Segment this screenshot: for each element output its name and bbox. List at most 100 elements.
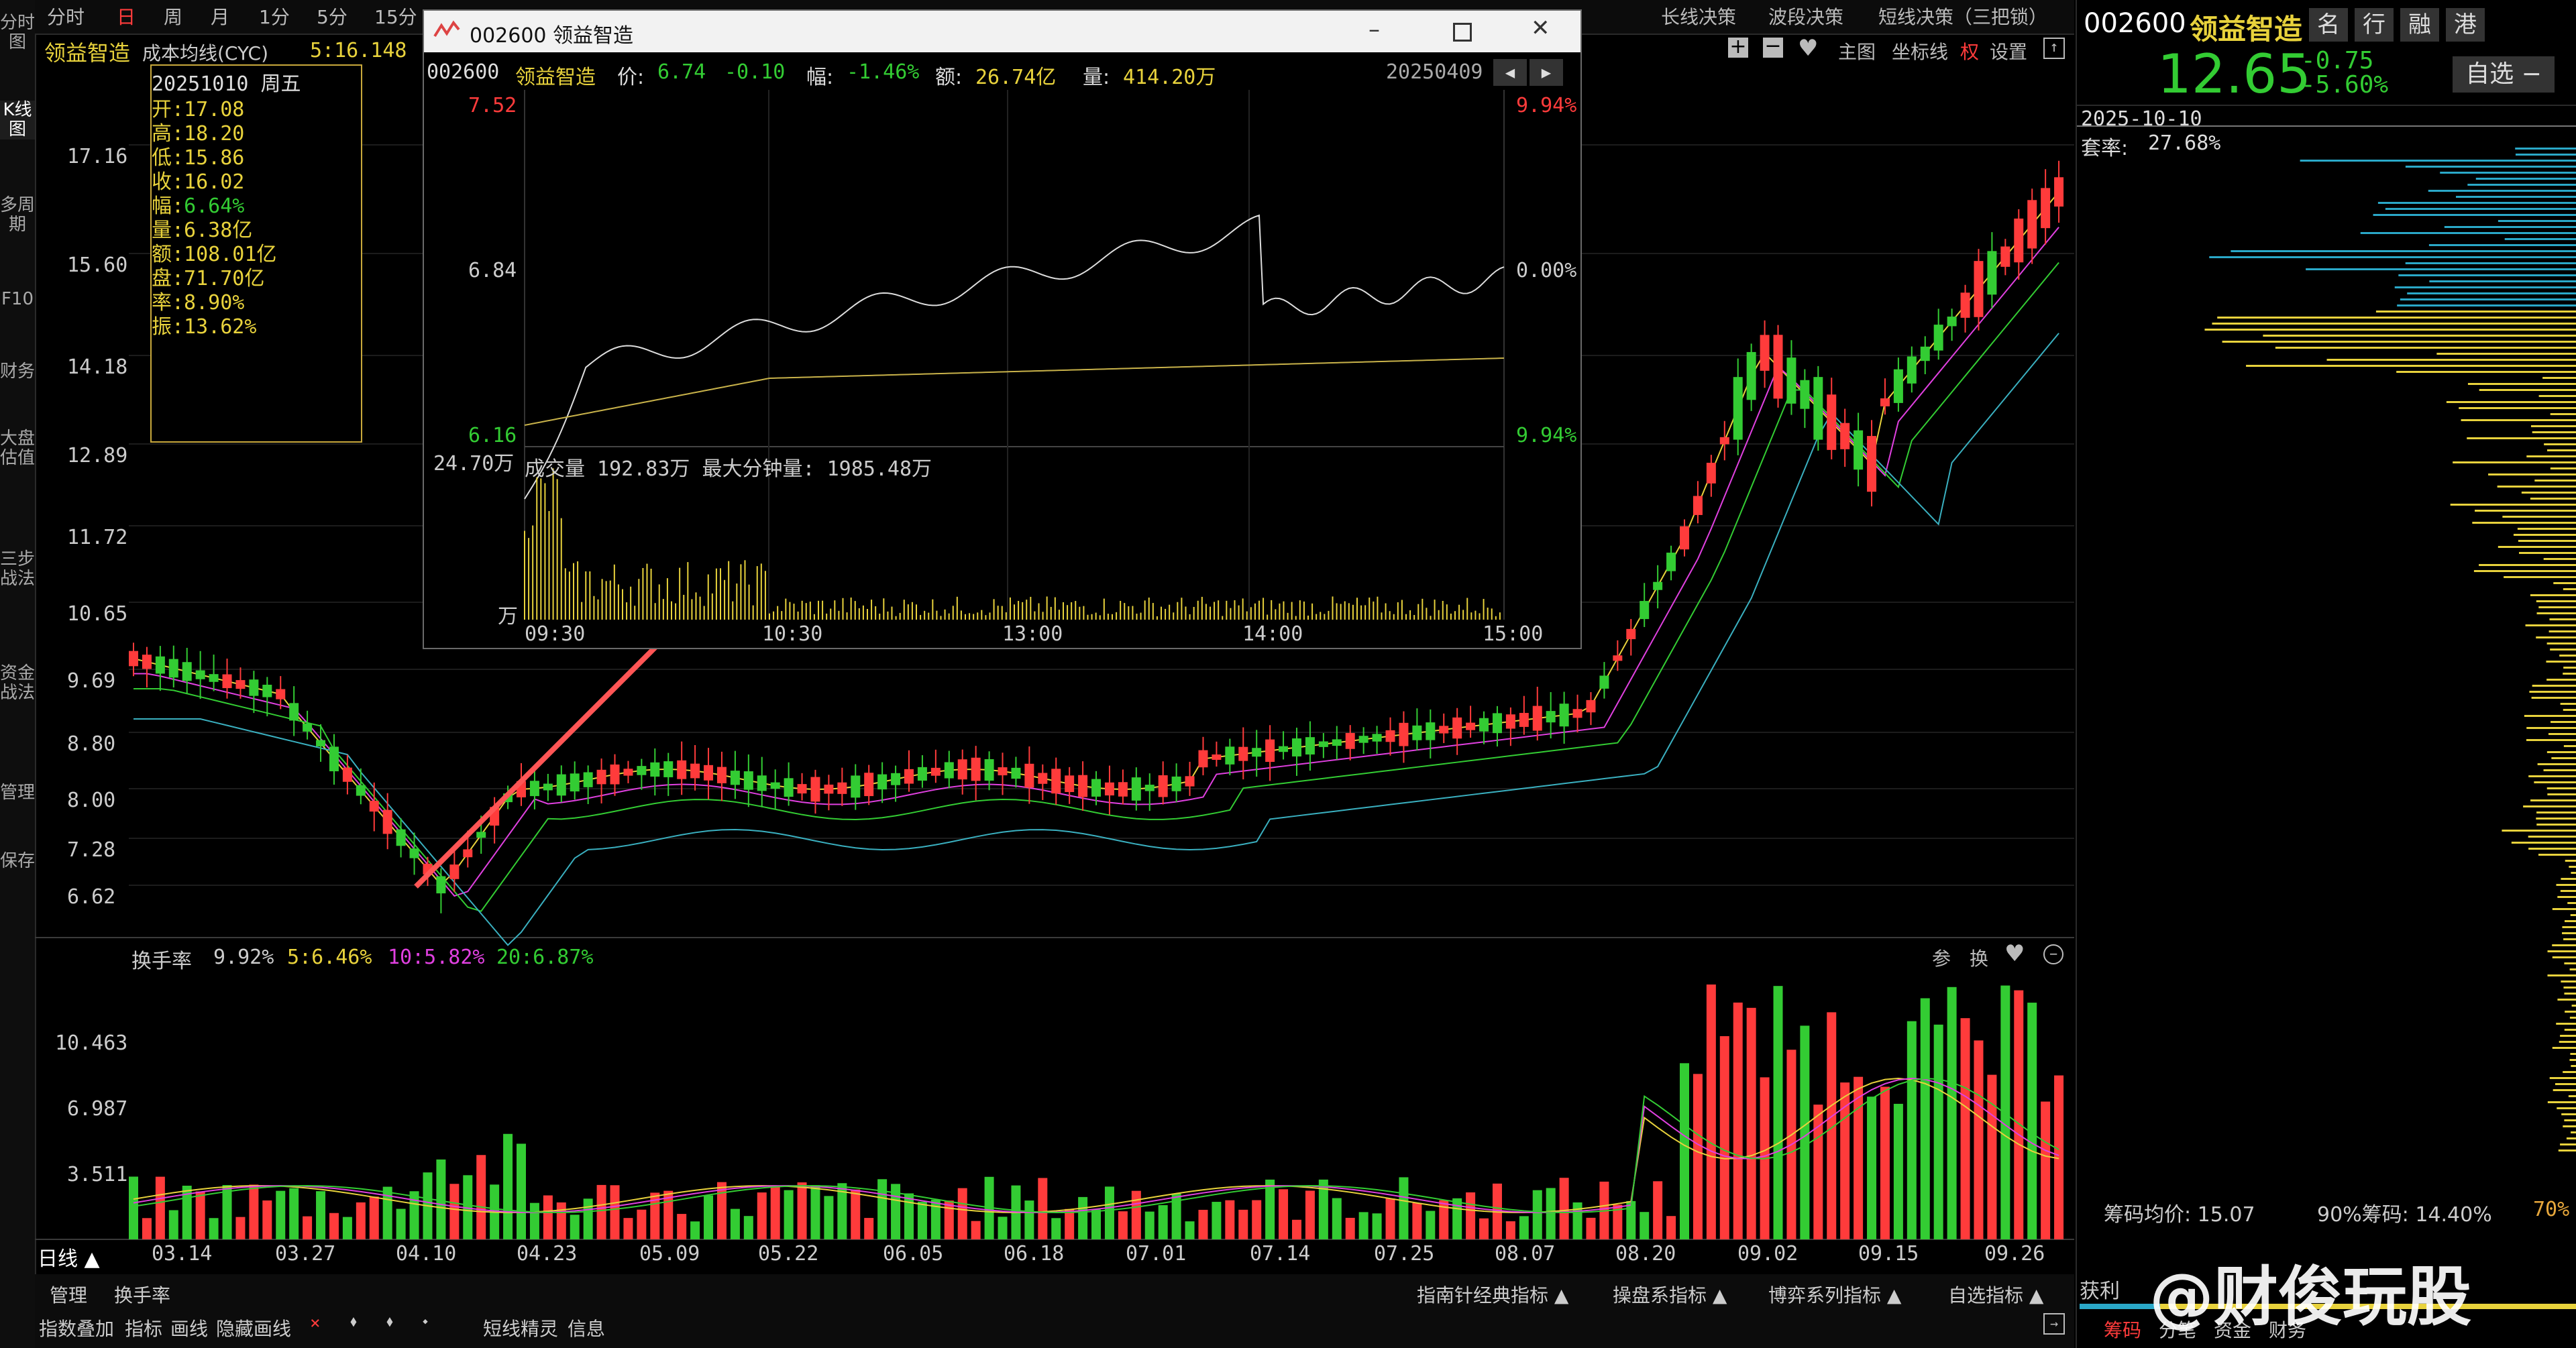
prev-day-button[interactable]: ◀ — [1493, 59, 1527, 86]
period-tab-fenshi[interactable]: 分时 — [47, 6, 85, 28]
candle — [1800, 380, 1810, 409]
candle — [1144, 785, 1155, 791]
period-tab-day[interactable]: 日 — [117, 6, 136, 28]
candle — [704, 765, 714, 781]
close-icon[interactable]: × — [310, 1313, 321, 1333]
info-tab[interactable]: 信息 — [568, 1318, 606, 1340]
period-tab-5min[interactable]: 5分 — [317, 6, 347, 28]
tab-chips[interactable]: 筹码 — [2104, 1319, 2142, 1341]
short-elf-tab[interactable]: 短线精灵 — [483, 1318, 559, 1340]
chip-bar — [2521, 492, 2576, 494]
tab-manage[interactable]: 管理 — [0, 783, 36, 803]
param-button[interactable]: 参 — [1932, 948, 1951, 970]
volume-bar — [1024, 1200, 1034, 1239]
candle — [837, 782, 847, 794]
volume-bar — [182, 1185, 192, 1239]
overlay-indicator[interactable]: 指标 — [125, 1318, 163, 1340]
overlay-draw[interactable]: 画线 — [170, 1318, 209, 1340]
badge-hk[interactable]: 港 — [2446, 8, 2485, 42]
chip-bar — [2560, 890, 2576, 892]
watchlist-button[interactable]: 自选 − — [2453, 56, 2555, 93]
tab-multiperiod[interactable]: 多周期 — [0, 195, 36, 235]
maximize-icon[interactable] — [1453, 23, 1472, 42]
switch-button[interactable]: 换 — [1970, 948, 1989, 970]
badge-margin[interactable]: 融 — [2400, 8, 2439, 42]
tab-valuation[interactable]: 大盘估值 — [0, 429, 36, 468]
period-tab-month[interactable]: 月 — [211, 6, 230, 28]
badge-industry[interactable]: 行 — [2355, 8, 2394, 42]
chip-bar — [2436, 353, 2576, 355]
candle — [369, 801, 379, 812]
indicator-tab-trading[interactable]: 操盘系指标 ▲ — [1613, 1284, 1727, 1306]
candle — [1760, 335, 1770, 371]
tab-save[interactable]: 保存 — [0, 851, 36, 871]
popup-titlebar[interactable]: 002600 领益智造 – ✕ — [424, 11, 1580, 52]
ohlc-info-box: 20251010 周五 开:17.08 高:18.20 低:15.86 收:16… — [150, 64, 362, 443]
close-icon[interactable]: ✕ — [1531, 15, 1550, 42]
indicator-tab-custom[interactable]: 自选指标 ▲ — [1948, 1284, 2044, 1306]
tab-long-term[interactable]: 长线决策 — [1661, 6, 1737, 28]
chip-bar — [2513, 534, 2576, 536]
volume-bar — [396, 1209, 406, 1239]
heart-icon[interactable]: ♥ — [1798, 35, 1819, 62]
expand-icon[interactable]: ↑ — [2043, 38, 2065, 59]
overlay-hide-draw[interactable]: 隐藏画线 — [216, 1318, 292, 1340]
tab-f10[interactable]: F10 — [1, 289, 34, 309]
tab-funds[interactable]: 资金 — [2214, 1319, 2252, 1341]
candle — [1265, 739, 1275, 763]
volume-bar — [1532, 1190, 1542, 1239]
tab-short-term[interactable]: 短线决策（三把锁） — [1878, 6, 2048, 28]
info-date: 20251010 周五 — [152, 72, 301, 96]
tab-financials[interactable]: 财务 — [2269, 1319, 2307, 1341]
overlay-index[interactable]: 指数叠加 — [39, 1318, 115, 1340]
kline-chart[interactable] — [35, 35, 2074, 1276]
tab-fund-strategy[interactable]: 资金战法 — [0, 663, 36, 703]
zoom-out-icon[interactable]: − — [1763, 36, 1783, 58]
day-line-label[interactable]: 日线 ▲ — [38, 1247, 100, 1271]
chip-bar — [2571, 872, 2576, 874]
tab-finance[interactable]: 财务 — [0, 361, 36, 382]
candle — [155, 656, 165, 674]
volume-bar — [784, 1190, 794, 1239]
sub-y-label: 6.987 — [67, 1097, 128, 1121]
next-day-button[interactable]: ▶ — [1529, 59, 1563, 86]
search-icon[interactable]: − — [2043, 944, 2063, 964]
indicator-tab-game[interactable]: 博弈系列指标 ▲ — [1768, 1284, 1902, 1306]
indicator-tab-compass[interactable]: 指南针经典指标 ▲ — [1417, 1284, 1569, 1306]
volume-bar — [1680, 1063, 1689, 1239]
chip-bar — [2396, 371, 2576, 373]
expand-icon[interactable]: → — [2043, 1313, 2065, 1335]
candle — [209, 674, 219, 682]
tab-kline[interactable]: K线图 — [0, 101, 35, 139]
zoom-in-icon[interactable]: + — [1728, 37, 1748, 58]
main-chart-button[interactable]: 主图 — [1838, 41, 1876, 63]
pin-icon[interactable]: ⬩ — [423, 1313, 428, 1330]
manage-tab[interactable]: 管理 — [50, 1284, 88, 1306]
arrow-icon[interactable]: ⬧ — [350, 1313, 357, 1330]
heart-icon[interactable]: ♥ — [2004, 940, 2025, 967]
tab-swing[interactable]: 波段决策 — [1768, 6, 1844, 28]
period-tab-15min[interactable]: 15分 — [374, 6, 417, 28]
tab-three-step[interactable]: 三步战法 — [0, 549, 36, 589]
chip-bar — [2525, 624, 2576, 626]
turnover-tab[interactable]: 换手率 — [114, 1284, 171, 1306]
period-tab-week[interactable]: 周 — [164, 6, 183, 28]
volume-bar — [1666, 1216, 1676, 1239]
tab-fenshi[interactable]: 分时图 — [0, 13, 36, 52]
arrow-icon[interactable]: ⬧ — [386, 1313, 393, 1330]
tab-ticks[interactable]: 分笔 — [2159, 1319, 2197, 1341]
minimize-icon[interactable]: – — [1368, 16, 1380, 43]
right-adjust-button[interactable]: 权 — [1960, 41, 1980, 63]
coord-line-button[interactable]: 坐标线 — [1892, 41, 1949, 63]
volume-bar — [1466, 1192, 1476, 1239]
candle — [1733, 377, 1743, 440]
chip-bar — [2511, 842, 2576, 844]
candle — [1185, 776, 1195, 787]
badge-rank[interactable]: 名 — [2309, 8, 2348, 42]
settings-button[interactable]: 设置 — [1990, 41, 2028, 63]
candle — [195, 670, 205, 679]
intraday-popup[interactable]: 002600 领益智造 – ✕ 002600 领益智造 价: 6.74 -0.1… — [423, 9, 1582, 649]
y-label: 8.80 — [67, 732, 116, 756]
period-tab-1min[interactable]: 1分 — [259, 6, 290, 28]
candle — [1439, 726, 1449, 734]
